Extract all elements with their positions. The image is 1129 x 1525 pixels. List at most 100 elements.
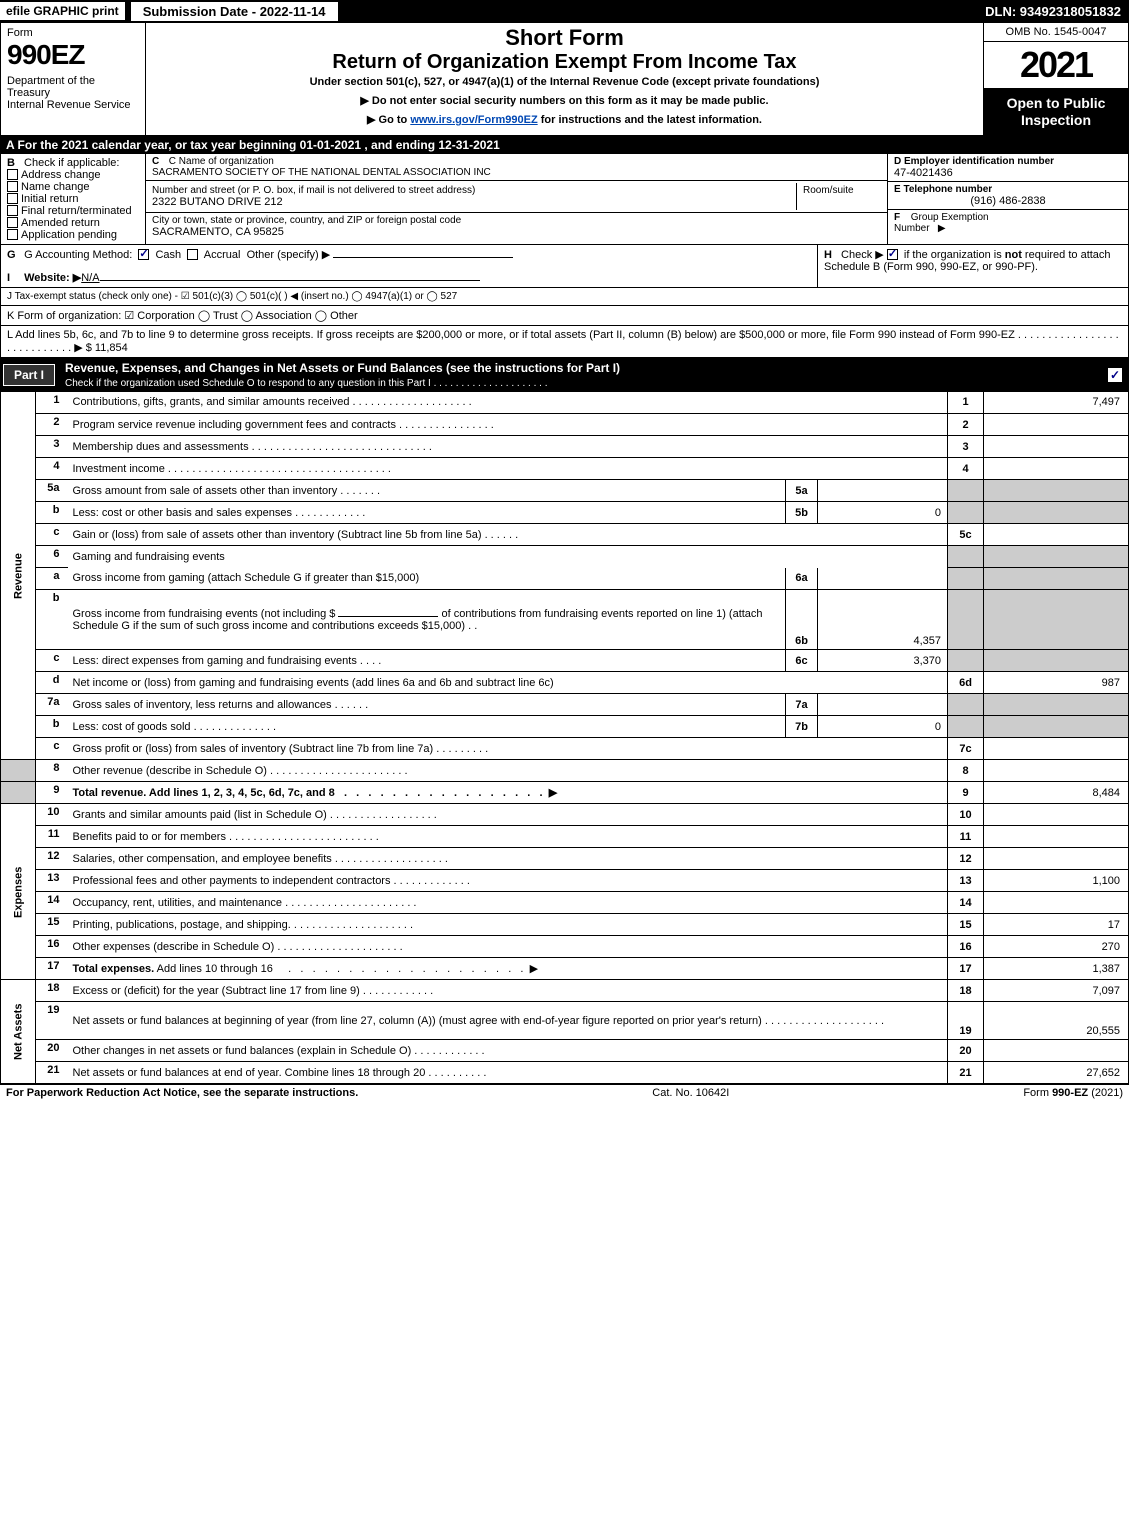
- omb-number: OMB No. 1545-0047: [984, 23, 1128, 42]
- room-suite-label: Room/suite: [797, 183, 887, 210]
- line-4-desc: Investment income . . . . . . . . . . . …: [68, 458, 948, 480]
- line-5a-desc: Gross amount from sale of assets other t…: [68, 480, 786, 502]
- city-row: City or town, state or province, country…: [146, 213, 887, 240]
- line-10-desc: Grants and similar amounts paid (list in…: [68, 804, 948, 826]
- line-21-val: 27,652: [984, 1062, 1129, 1084]
- city-state-zip: SACRAMENTO, CA 95825: [152, 226, 881, 238]
- line-14-desc: Occupancy, rent, utilities, and maintena…: [68, 892, 948, 914]
- form-number: 990EZ: [7, 39, 139, 71]
- line-7a-val: [818, 694, 948, 716]
- line-1-desc: Contributions, gifts, grants, and simila…: [68, 392, 948, 414]
- row-i: I Website: ▶N/A: [7, 271, 811, 284]
- submission-date: Submission Date - 2022-11-14: [129, 0, 340, 23]
- line-12-val: [984, 848, 1129, 870]
- line-7b-desc: Less: cost of goods sold . . . . . . . .…: [68, 716, 786, 738]
- dln-label: DLN: 93492318051832: [977, 2, 1129, 21]
- row-k: K Form of organization: ☑ Corporation ◯ …: [0, 306, 1129, 326]
- line-3-desc: Membership dues and assessments . . . . …: [68, 436, 948, 458]
- line-1-num: 1: [36, 392, 68, 414]
- line-12-desc: Salaries, other compensation, and employ…: [68, 848, 948, 870]
- part1-title: Revenue, Expenses, and Changes in Net As…: [57, 358, 1108, 392]
- note2-pre: ▶ Go to: [367, 114, 410, 126]
- line-2-val: [984, 414, 1129, 436]
- department-label: Department of the Treasury Internal Reve…: [7, 75, 139, 111]
- checkbox-schedule-b[interactable]: [887, 249, 898, 260]
- line-6b-val: 4,357: [818, 590, 948, 650]
- part1-header: Part I Revenue, Expenses, and Changes in…: [0, 358, 1129, 392]
- part1-table: Revenue 1Contributions, gifts, grants, a…: [0, 392, 1129, 1085]
- line-8-val: [984, 760, 1129, 782]
- line-18-val: 7,097: [984, 980, 1129, 1002]
- phone-label: E Telephone number: [894, 184, 1122, 195]
- note-link: ▶ Go to www.irs.gov/Form990EZ for instru…: [154, 113, 975, 126]
- line-14-val: [984, 892, 1129, 914]
- checkbox-amended-return[interactable]: Amended return: [7, 217, 139, 229]
- line-6c-val: 3,370: [818, 650, 948, 672]
- ein-label: D Employer identification number: [894, 156, 1122, 167]
- checkbox-name-change[interactable]: Name change: [7, 181, 139, 193]
- row-a-period: A For the 2021 calendar year, or tax yea…: [0, 136, 1129, 154]
- line-6-desc: Gaming and fundraising events: [68, 546, 948, 568]
- checkbox-initial-return[interactable]: Initial return: [7, 193, 139, 205]
- form-header: Form 990EZ Department of the Treasury In…: [0, 22, 1129, 136]
- netassets-label: Net Assets: [1, 980, 36, 1084]
- phone-row: E Telephone number (916) 486-2838: [888, 182, 1128, 210]
- street-address: 2322 BUTANO DRIVE 212: [152, 196, 790, 208]
- group-label: F Group ExemptionNumber ▶: [894, 212, 1122, 234]
- checkbox-accrual[interactable]: [187, 249, 198, 260]
- line-10-val: [984, 804, 1129, 826]
- line-19-desc: Net assets or fund balances at beginning…: [68, 1002, 948, 1040]
- block-gh: G G Accounting Method: Cash Accrual Othe…: [0, 245, 1129, 288]
- subtitle: Under section 501(c), 527, or 4947(a)(1)…: [154, 76, 975, 88]
- short-form-title: Short Form: [154, 25, 975, 51]
- line-5c-desc: Gain or (loss) from sale of assets other…: [68, 524, 948, 546]
- street-row: Number and street (or P. O. box, if mail…: [146, 181, 887, 213]
- header-middle: Short Form Return of Organization Exempt…: [146, 23, 983, 135]
- row-h: H Check ▶ if the organization is not req…: [818, 245, 1128, 287]
- line-19-val: 20,555: [984, 1002, 1129, 1040]
- form-label: Form: [7, 27, 139, 39]
- expenses-label: Expenses: [1, 804, 36, 980]
- line-16-desc: Other expenses (describe in Schedule O) …: [68, 936, 948, 958]
- line-20-desc: Other changes in net assets or fund bala…: [68, 1040, 948, 1062]
- line-7b-val: 0: [818, 716, 948, 738]
- row-l: L Add lines 5b, 6c, and 7b to line 9 to …: [0, 326, 1129, 358]
- section-c: C C Name of organization SACRAMENTO SOCI…: [146, 154, 888, 244]
- irs-link[interactable]: www.irs.gov/Form990EZ: [410, 114, 537, 126]
- website-value: N/A: [81, 272, 99, 284]
- c-name-label: C C Name of organization: [152, 156, 881, 167]
- checkbox-final-return[interactable]: Final return/terminated: [7, 205, 139, 217]
- line-17-desc: Total expenses. Add lines 10 through 16 …: [68, 958, 948, 980]
- ein-value: 47-4021436: [894, 167, 1122, 179]
- open-to-public: Open to Public Inspection: [984, 89, 1128, 135]
- row-g: G G Accounting Method: Cash Accrual Othe…: [1, 245, 818, 287]
- revenue-label: Revenue: [1, 392, 36, 760]
- line-4-val: [984, 458, 1129, 480]
- line-17-val: 1,387: [984, 958, 1129, 980]
- line-6d-desc: Net income or (loss) from gaming and fun…: [68, 672, 948, 694]
- line-11-val: [984, 826, 1129, 848]
- line-3-val: [984, 436, 1129, 458]
- org-name: SACRAMENTO SOCIETY OF THE NATIONAL DENTA…: [152, 167, 881, 178]
- line-7c-desc: Gross profit or (loss) from sales of inv…: [68, 738, 948, 760]
- page-footer: For Paperwork Reduction Act Notice, see …: [0, 1084, 1129, 1101]
- part1-checkbox[interactable]: ✓: [1108, 368, 1122, 382]
- header-left: Form 990EZ Department of the Treasury In…: [1, 23, 146, 135]
- top-bar: efile GRAPHIC print Submission Date - 20…: [0, 0, 1129, 22]
- line-15-desc: Printing, publications, postage, and shi…: [68, 914, 948, 936]
- line-9-desc: Total revenue. Add lines 1, 2, 3, 4, 5c,…: [68, 782, 948, 804]
- efile-label: efile GRAPHIC print: [0, 2, 125, 20]
- line-7a-desc: Gross sales of inventory, less returns a…: [68, 694, 786, 716]
- line-11-desc: Benefits paid to or for members . . . . …: [68, 826, 948, 848]
- line-15-val: 17: [984, 914, 1129, 936]
- ein-row: D Employer identification number 47-4021…: [888, 154, 1128, 182]
- checkbox-address-change[interactable]: Address change: [7, 169, 139, 181]
- line-9-val: 8,484: [984, 782, 1129, 804]
- header-right: OMB No. 1545-0047 2021 Open to Public In…: [983, 23, 1128, 135]
- phone-value: (916) 486-2838: [894, 195, 1122, 207]
- checkbox-cash[interactable]: [138, 249, 149, 260]
- checkbox-application-pending[interactable]: Application pending: [7, 229, 139, 241]
- line-21-desc: Net assets or fund balances at end of ye…: [68, 1062, 948, 1084]
- line-7c-val: [984, 738, 1129, 760]
- line-5a-val: [818, 480, 948, 502]
